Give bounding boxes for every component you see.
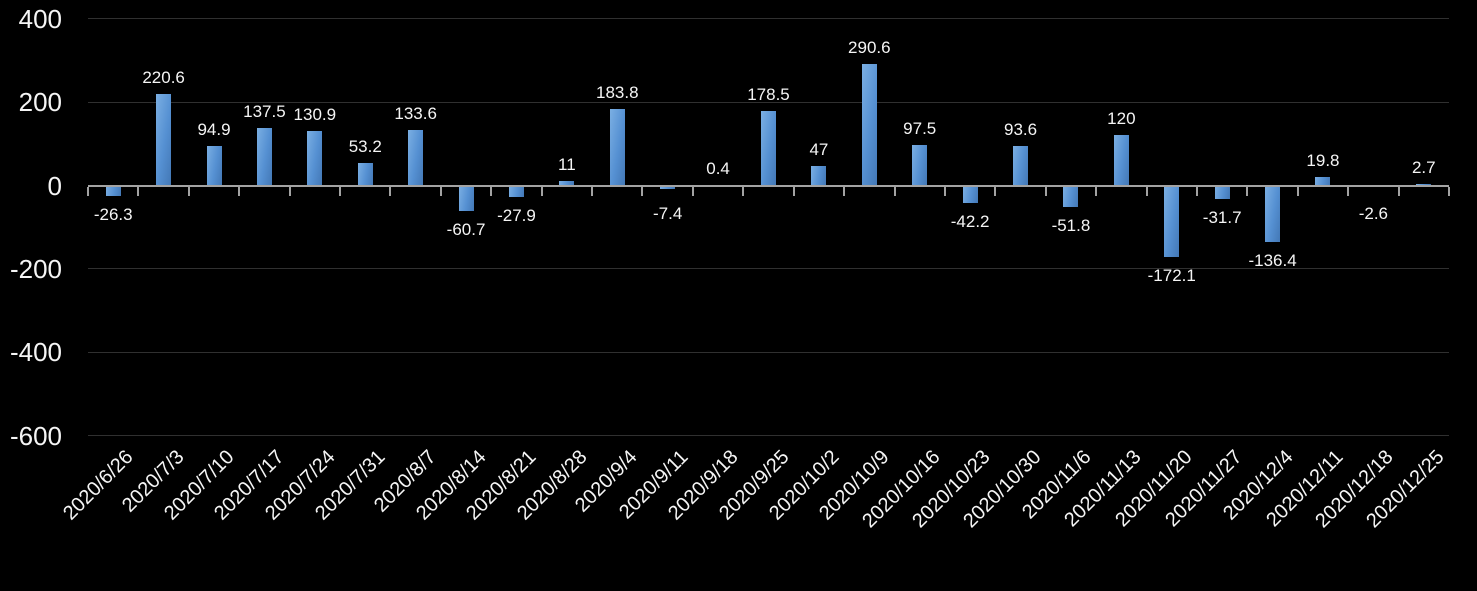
axis-tick — [893, 186, 896, 196]
axis-tick — [540, 186, 543, 196]
bar-value-label: 290.6 — [848, 38, 891, 58]
axis-tick — [843, 186, 846, 196]
bar-value-label: -51.8 — [1051, 216, 1091, 236]
bar[interactable] — [761, 111, 776, 186]
bar-value-label: -60.7 — [446, 219, 486, 239]
bar-value-label: 120 — [1107, 109, 1136, 129]
axis-tick — [288, 186, 291, 196]
bar[interactable] — [861, 64, 877, 186]
axis-tick — [187, 186, 190, 196]
axis-tick — [792, 186, 795, 196]
gridline — [88, 435, 1449, 437]
y-axis-tick-label: -600 — [9, 420, 62, 451]
bar[interactable] — [458, 185, 474, 211]
bar-value-label: 178.5 — [747, 85, 790, 105]
bar-value-label: -31.7 — [1202, 207, 1242, 227]
axis-tick — [389, 186, 392, 196]
gridline — [88, 268, 1449, 270]
bar-value-label: 94.9 — [197, 119, 231, 139]
bar-value-label: 11 — [558, 154, 576, 174]
axis-tick — [1448, 186, 1450, 196]
bar[interactable] — [307, 130, 323, 186]
axis-tick — [641, 186, 644, 196]
bar[interactable] — [156, 93, 172, 186]
bar[interactable] — [609, 108, 625, 186]
bar-value-label: -42.2 — [950, 212, 990, 232]
bar[interactable] — [1164, 185, 1180, 258]
bar-value-label: 53.2 — [348, 137, 382, 157]
bar-value-label: -136.4 — [1248, 251, 1297, 271]
y-axis-tick-label: 0 — [47, 170, 62, 201]
bar[interactable] — [1214, 185, 1230, 199]
axis-tick — [994, 186, 997, 196]
y-axis-tick-label: 200 — [18, 87, 62, 118]
bar[interactable] — [1063, 185, 1079, 208]
axis-tick — [1195, 186, 1198, 196]
y-axis-tick-label: -200 — [9, 253, 62, 284]
bar-value-label: 0.4 — [706, 159, 730, 179]
bar[interactable] — [660, 185, 676, 189]
axis-tick — [1246, 186, 1249, 196]
axis-tick — [490, 186, 493, 196]
bar-value-label: 47 — [809, 139, 829, 159]
axis-tick — [137, 186, 140, 196]
bar[interactable] — [1113, 135, 1129, 186]
axis-tick — [1397, 186, 1400, 196]
axis-tick — [1095, 186, 1098, 196]
axis-tick — [339, 186, 342, 196]
axis-tick — [1044, 186, 1047, 196]
axis-tick — [591, 186, 594, 196]
bar[interactable] — [1265, 185, 1281, 243]
bar-value-label: -27.9 — [497, 206, 536, 226]
gridline — [88, 351, 1449, 353]
axis-tick — [238, 186, 241, 196]
bar[interactable] — [508, 185, 524, 198]
axis-tick — [439, 186, 442, 196]
bar[interactable] — [357, 163, 373, 186]
bar[interactable] — [256, 128, 272, 186]
axis-tick — [87, 186, 89, 196]
gridline — [88, 18, 1449, 20]
bar[interactable] — [912, 144, 928, 186]
x-axis-line — [88, 184, 1449, 187]
bar-value-label: 93.6 — [1003, 120, 1038, 140]
bar-value-label: 97.5 — [903, 118, 937, 138]
bar-value-label: 133.6 — [394, 103, 437, 123]
bar[interactable] — [559, 180, 575, 186]
bar-value-label: 2.7 — [1411, 158, 1436, 178]
axis-tick — [1347, 186, 1350, 196]
bar-value-label: -7.4 — [653, 203, 683, 223]
bar[interactable] — [206, 145, 222, 186]
axis-tick — [691, 186, 694, 196]
axis-tick — [1145, 186, 1148, 196]
bar[interactable] — [962, 185, 978, 204]
bar-value-label: -2.6 — [1358, 203, 1389, 223]
axis-tick — [742, 186, 745, 196]
bar-value-label: 220.6 — [142, 67, 185, 87]
gridline — [88, 101, 1449, 103]
y-axis-tick-label: -400 — [9, 337, 62, 368]
bar-value-label: -172.1 — [1147, 266, 1196, 286]
axis-tick — [1296, 186, 1299, 196]
bar-value-label: 137.5 — [243, 102, 286, 122]
bar-value-label: 183.8 — [595, 82, 639, 102]
bar-value-label: -26.3 — [93, 205, 133, 225]
bar[interactable] — [1315, 177, 1331, 186]
bar-value-label: 19.8 — [1306, 151, 1340, 171]
axis-tick — [943, 186, 946, 196]
bar[interactable] — [1013, 146, 1029, 186]
bar[interactable] — [811, 165, 827, 186]
bar[interactable] — [408, 129, 424, 186]
bar[interactable] — [105, 185, 121, 197]
bar-value-label: 130.9 — [293, 104, 337, 124]
y-axis-tick-label: 400 — [18, 3, 62, 34]
